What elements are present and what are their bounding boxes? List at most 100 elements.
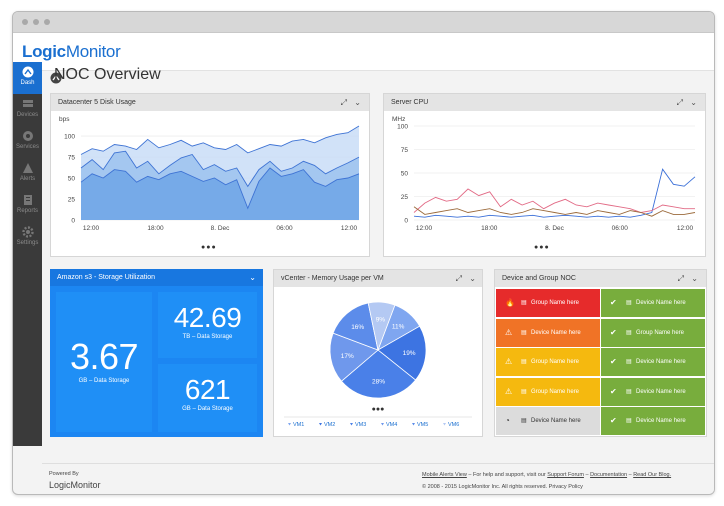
sidebar-item-reports[interactable]: Reports — [13, 190, 42, 222]
series-line — [80, 150, 360, 188]
x-tick-label: 8. Dec — [211, 225, 231, 232]
x-tick-label: 12:00 — [677, 225, 694, 232]
sidebar: Dash Devices Services Alerts Reports Set… — [13, 62, 42, 446]
sidebar-item-services[interactable]: Services — [13, 126, 42, 158]
storage-tb-label: TB – Data Storage — [182, 334, 233, 340]
noc-cell[interactable]: ⚠ ▤ Device Name here — [496, 318, 600, 347]
footer-links: Mobile Alerts View – For help and suppor… — [422, 472, 671, 478]
series-area — [81, 168, 359, 220]
noc-cell-label: Device Name here — [531, 329, 581, 336]
check-icon: ✔ — [610, 357, 617, 366]
legend-entry[interactable]: VM3 — [355, 422, 366, 428]
widget-header: vCenter - Memory Usage per VM ⤢ ⌄ — [274, 270, 482, 287]
expand-icon[interactable]: ⤢ — [676, 98, 683, 107]
support-forum-link[interactable]: Support Forum — [547, 472, 584, 478]
legend-entry[interactable]: VM6 — [448, 422, 459, 428]
documentation-link[interactable]: Documentation — [590, 472, 628, 478]
sidebar-item-dash[interactable]: Dash — [13, 62, 42, 94]
window-dot-1[interactable] — [22, 19, 28, 25]
footer-help-text: – For help and support, visit our — [466, 472, 548, 478]
y-tick-label: 100 — [397, 124, 408, 131]
page-title: NOC Overview — [54, 66, 161, 83]
legend-entry[interactable]: VM5 — [417, 422, 428, 428]
check-icon: ✔ — [610, 298, 617, 307]
window-dot-2[interactable] — [33, 19, 39, 25]
mobile-alerts-link[interactable]: Mobile Alerts View — [422, 472, 467, 478]
noc-cell[interactable]: ✔ ▤ Device Name here — [601, 289, 705, 317]
warning-icon: ⚠ — [505, 357, 513, 366]
window-titlebar — [13, 12, 714, 33]
disk-usage-chart: bps 0 25 50 75 100 12:00 18:00 8. Dec 06:00 12:00 — [59, 116, 360, 232]
storage-gb-value: 621 — [184, 374, 231, 405]
sidebar-item-label: Reports — [16, 208, 38, 214]
chevron-down-icon[interactable]: ⌄ — [354, 98, 361, 107]
x-tick-label: 18:00 — [147, 225, 164, 232]
sidebar-item-alerts[interactable]: Alerts — [13, 158, 42, 190]
services-icon — [22, 131, 33, 141]
expand-icon[interactable]: ⤢ — [340, 98, 347, 107]
noc-cell-label: Group Name here — [636, 329, 685, 336]
folder-icon: ▤ — [521, 329, 527, 336]
logicmonitor-logo[interactable]: LogicMonitor — [22, 42, 121, 62]
noc-cell[interactable]: 🔥 ▤ Group Name here — [496, 289, 600, 317]
y-tick-label: 50 — [68, 176, 76, 183]
widget-title: Server CPU — [391, 99, 429, 106]
series-line — [80, 167, 360, 210]
series-line — [413, 206, 696, 217]
noc-cell[interactable]: ✔ ▤ Device Name here — [601, 348, 705, 376]
folder-icon: ▤ — [626, 418, 632, 424]
legend-marker — [350, 423, 353, 426]
pie-slice — [332, 302, 379, 351]
series-line — [413, 188, 695, 213]
expand-icon[interactable]: ⤢ — [677, 274, 684, 283]
noc-cell[interactable]: ✔ ▤ Device Name here — [601, 407, 705, 435]
window-dot-3[interactable] — [44, 19, 50, 25]
legend-entry[interactable]: VM1 — [293, 422, 304, 428]
y-tick-label: 25 — [68, 197, 76, 204]
settings-icon — [21, 226, 34, 238]
x-tick-label: 12:00 — [83, 225, 100, 232]
legend-marker — [288, 423, 291, 426]
sidebar-item-devices[interactable]: Devices — [13, 94, 42, 126]
chevron-down-icon[interactable]: ⌄ — [691, 274, 698, 283]
noc-cell[interactable]: ✔ ▤ Group Name here — [601, 318, 705, 347]
noc-cell[interactable]: ⚠ ▤ Group Name here — [496, 348, 600, 376]
blog-link[interactable]: Read Our Blog. — [633, 472, 672, 478]
folder-icon: ▤ — [626, 300, 632, 306]
server-cpu-chart: MHz 0 25 50 75 100 12:00 18:00 8. Dec 06:00 12:00 — [392, 116, 696, 232]
legend-entry[interactable]: VM2 — [324, 422, 335, 428]
storage-main-label: GB – Data Storage — [78, 378, 130, 384]
noc-cell[interactable]: ⚠ ▤ Group Name here — [496, 377, 600, 406]
chevron-down-icon[interactable]: ⌄ — [469, 274, 476, 283]
folder-icon: ▤ — [626, 388, 632, 395]
footer: Powered By LogicMonitor Mobile Alerts Vi… — [42, 463, 714, 494]
widget-title: Datacenter 5 Disk Usage — [58, 99, 136, 106]
widget-header: Amazon s3 - Storage Utilization ⌄ — [50, 269, 263, 286]
storage-tb-value: 42.69 — [173, 302, 242, 333]
sidebar-item-settings[interactable]: Settings — [13, 222, 42, 254]
folder-icon: ▤ — [626, 329, 632, 336]
warning-icon: ⚠ — [505, 327, 513, 337]
noc-cell[interactable]: ✔ ▤ Device Name here — [601, 377, 705, 406]
noc-cell[interactable]: ◔ ▤ Device Name here — [496, 407, 600, 435]
check-icon: ✔ — [610, 327, 617, 337]
chevron-down-icon[interactable]: ⌄ — [690, 98, 697, 107]
noc-cell-label: Device Name here — [636, 418, 686, 424]
y-tick-label: 0 — [404, 218, 408, 225]
fire-icon: 🔥 — [505, 298, 515, 307]
storage-main-tile: 3.67 GB – Data Storage — [56, 292, 152, 432]
expand-icon[interactable]: ⤢ — [455, 274, 462, 283]
pie-data-label: 16% — [351, 324, 364, 331]
footer-logo[interactable]: LogicMonitor — [49, 480, 101, 490]
pagination-dots[interactable]: ●●● — [372, 406, 385, 413]
app-window: LogicMonitor Dash Devices Services Alert… — [12, 11, 715, 495]
legend-entry[interactable]: VM4 — [386, 422, 397, 428]
folder-icon: ▤ — [521, 359, 527, 365]
legend-marker — [412, 423, 415, 426]
chevron-down-icon[interactable]: ⌄ — [249, 273, 256, 282]
pagination-dots[interactable]: ●●● — [534, 244, 550, 251]
x-tick-label: 06:00 — [612, 225, 629, 232]
widget-title: vCenter - Memory Usage per VM — [281, 275, 384, 282]
pagination-dots[interactable]: ●●● — [201, 244, 217, 251]
folder-icon: ▤ — [626, 359, 632, 365]
